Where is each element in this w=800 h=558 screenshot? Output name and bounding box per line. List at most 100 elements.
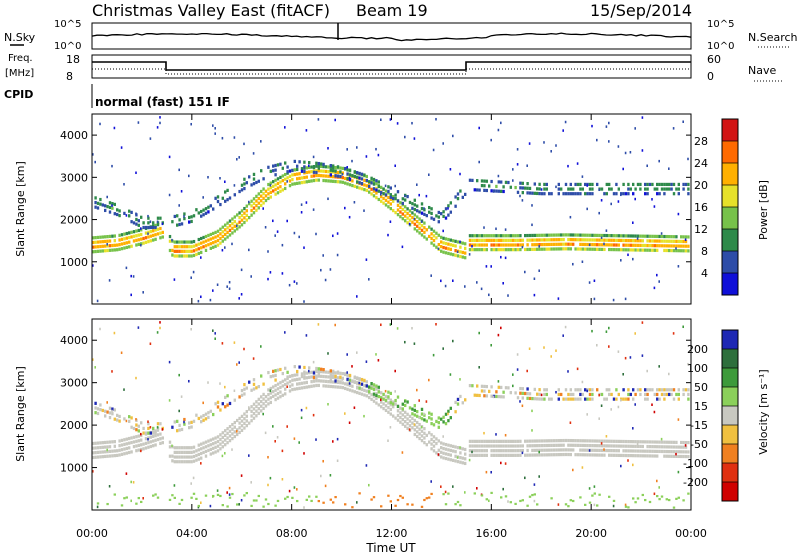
power-cell (584, 247, 587, 251)
power-cell (132, 275, 135, 278)
power-cell (358, 181, 361, 185)
power-cell (94, 249, 97, 254)
velocity-cell (156, 496, 160, 499)
velocity-cell (591, 444, 594, 448)
power-cell (339, 174, 342, 179)
velocity-cell (161, 436, 164, 440)
velocity-cell (526, 453, 529, 457)
power-cell (284, 172, 287, 177)
velocity-cell (504, 462, 507, 465)
velocity-cell (648, 445, 652, 449)
velocity-cell (202, 418, 205, 422)
velocity-cell (658, 397, 661, 401)
power-cell (207, 238, 210, 242)
velocity-cell (387, 390, 390, 394)
velocity-cell (600, 453, 604, 457)
velocity-cell (195, 497, 198, 501)
power-cell (497, 128, 500, 132)
power-cell (418, 222, 421, 226)
velocity-cell (430, 422, 433, 426)
velocity-cell (411, 412, 414, 416)
power-cell (192, 249, 196, 253)
velocity-cell (608, 444, 611, 448)
power-cell (543, 233, 546, 237)
power-cell (610, 247, 613, 252)
power-cell (370, 181, 373, 185)
power-cell (641, 248, 644, 252)
power-cell (396, 213, 400, 217)
velocity-cell (99, 327, 101, 331)
power-cell (437, 215, 440, 219)
power-cell (593, 243, 596, 247)
power-cell (375, 188, 378, 192)
power-cell (279, 189, 282, 193)
power-cell (682, 235, 685, 239)
power-cell (665, 182, 668, 187)
velocity-cell (533, 493, 536, 496)
velocity-cell (658, 486, 660, 489)
velocity-cell (240, 414, 244, 418)
velocity-cell (264, 395, 268, 399)
velocity-cell (135, 502, 138, 505)
power-cell (507, 234, 510, 238)
power-cell (406, 211, 409, 216)
velocity-cell (598, 439, 601, 443)
velocity-cell (276, 391, 280, 396)
power-cell (154, 228, 157, 232)
power-cell (375, 196, 378, 200)
power-cell (591, 243, 594, 247)
power-cell (358, 186, 361, 190)
power-cell (142, 236, 145, 241)
power-cell (584, 238, 587, 242)
velocity-cell (252, 416, 256, 420)
velocity-cell (336, 385, 340, 389)
power-cell (128, 214, 131, 218)
power-cell (99, 244, 102, 249)
velocity-cell (584, 448, 587, 452)
power-cell (269, 186, 272, 190)
power-cell (588, 192, 592, 196)
power-cell (632, 239, 635, 243)
power-cell (430, 227, 433, 231)
power-cell (524, 270, 526, 274)
velocity-cell (154, 443, 157, 447)
velocity-cell (382, 402, 385, 406)
power-cell (399, 210, 402, 214)
velocity-cell (562, 443, 565, 447)
velocity-cell (197, 443, 200, 447)
power-ylabel: Slant Range [km] (14, 161, 27, 257)
power-cell (252, 177, 256, 181)
velocity-cell (245, 419, 248, 423)
velocity-cell (651, 388, 654, 392)
power-cell (116, 212, 119, 217)
velocity-cell (639, 392, 642, 397)
velocity-cell (624, 356, 627, 360)
power-cell (632, 234, 635, 238)
power-cell (598, 233, 601, 238)
velocity-cell (137, 429, 140, 433)
power-cell (305, 170, 308, 175)
power-cell (591, 247, 594, 251)
velocity-cell (579, 453, 582, 457)
velocity-cell (471, 453, 474, 457)
power-cell (495, 238, 498, 242)
velocity-cell (464, 398, 467, 402)
power-cell (516, 234, 520, 238)
power-cell (636, 248, 640, 252)
velocity-cell (425, 497, 428, 500)
power-cell (514, 238, 517, 242)
power-cell (435, 245, 438, 249)
velocity-cell (644, 449, 647, 453)
power-cell (207, 233, 210, 238)
velocity-cell (332, 380, 335, 384)
power-cell (317, 178, 320, 182)
power-cell (159, 216, 162, 220)
power-cell (478, 243, 481, 247)
velocity-cell (183, 446, 186, 450)
power-cell (454, 244, 457, 248)
colorbar-swatch (722, 163, 738, 186)
velocity-cell (668, 445, 671, 449)
power-cell (545, 233, 548, 237)
power-cell (99, 235, 102, 239)
power-cell (516, 248, 520, 252)
